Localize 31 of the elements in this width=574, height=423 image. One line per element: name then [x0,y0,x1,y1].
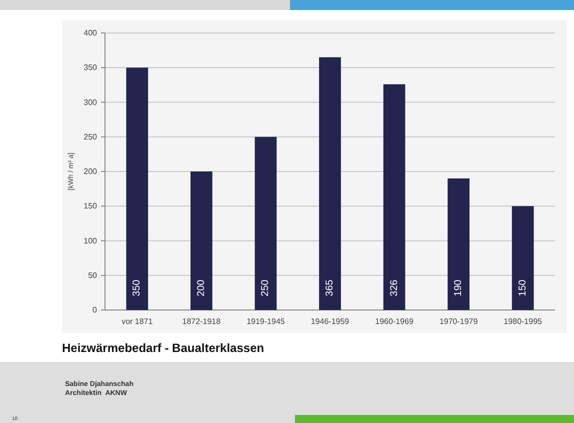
bar [254,136,277,310]
text: Heizwärmebedarf - Baualterklassen [62,341,264,355]
y-tick-label: 400 [84,28,98,38]
data-label: 250 [260,279,272,296]
bar [190,172,212,310]
bar [383,84,406,310]
data-label: 150 [517,279,528,296]
y-tick-label: 200 [84,167,98,176]
y-tick-label: 300 [84,98,98,107]
data-label: 365 [324,279,336,296]
bar [448,178,470,310]
x-tick-label: 1980-1995 [504,317,543,326]
x-tick-label: 1919-1945 [246,317,286,326]
x-tick-label: 1946-1959 [310,317,350,326]
data-label: 326 [388,279,400,296]
y-tick-label: 100 [84,236,98,246]
bar [512,206,534,310]
x-tick-label: 1872-1918 [182,317,222,326]
data-label: 200 [196,279,207,296]
y-tick-label: 250 [84,132,98,142]
x-tick-label: vor 1871 [122,317,154,326]
y-tick-label: 0 [92,306,98,314]
bar [319,57,341,310]
x-tick-label: 1970-1979 [439,317,478,326]
x-tick-label: 1960-1969 [375,317,414,326]
bar [126,68,148,310]
y-tick-label: 50 [88,270,98,280]
y-tick-label: 350 [84,63,98,72]
data-label: 350 [132,279,143,296]
data-label: 190 [453,279,464,296]
y-tick-label: 150 [84,202,98,211]
